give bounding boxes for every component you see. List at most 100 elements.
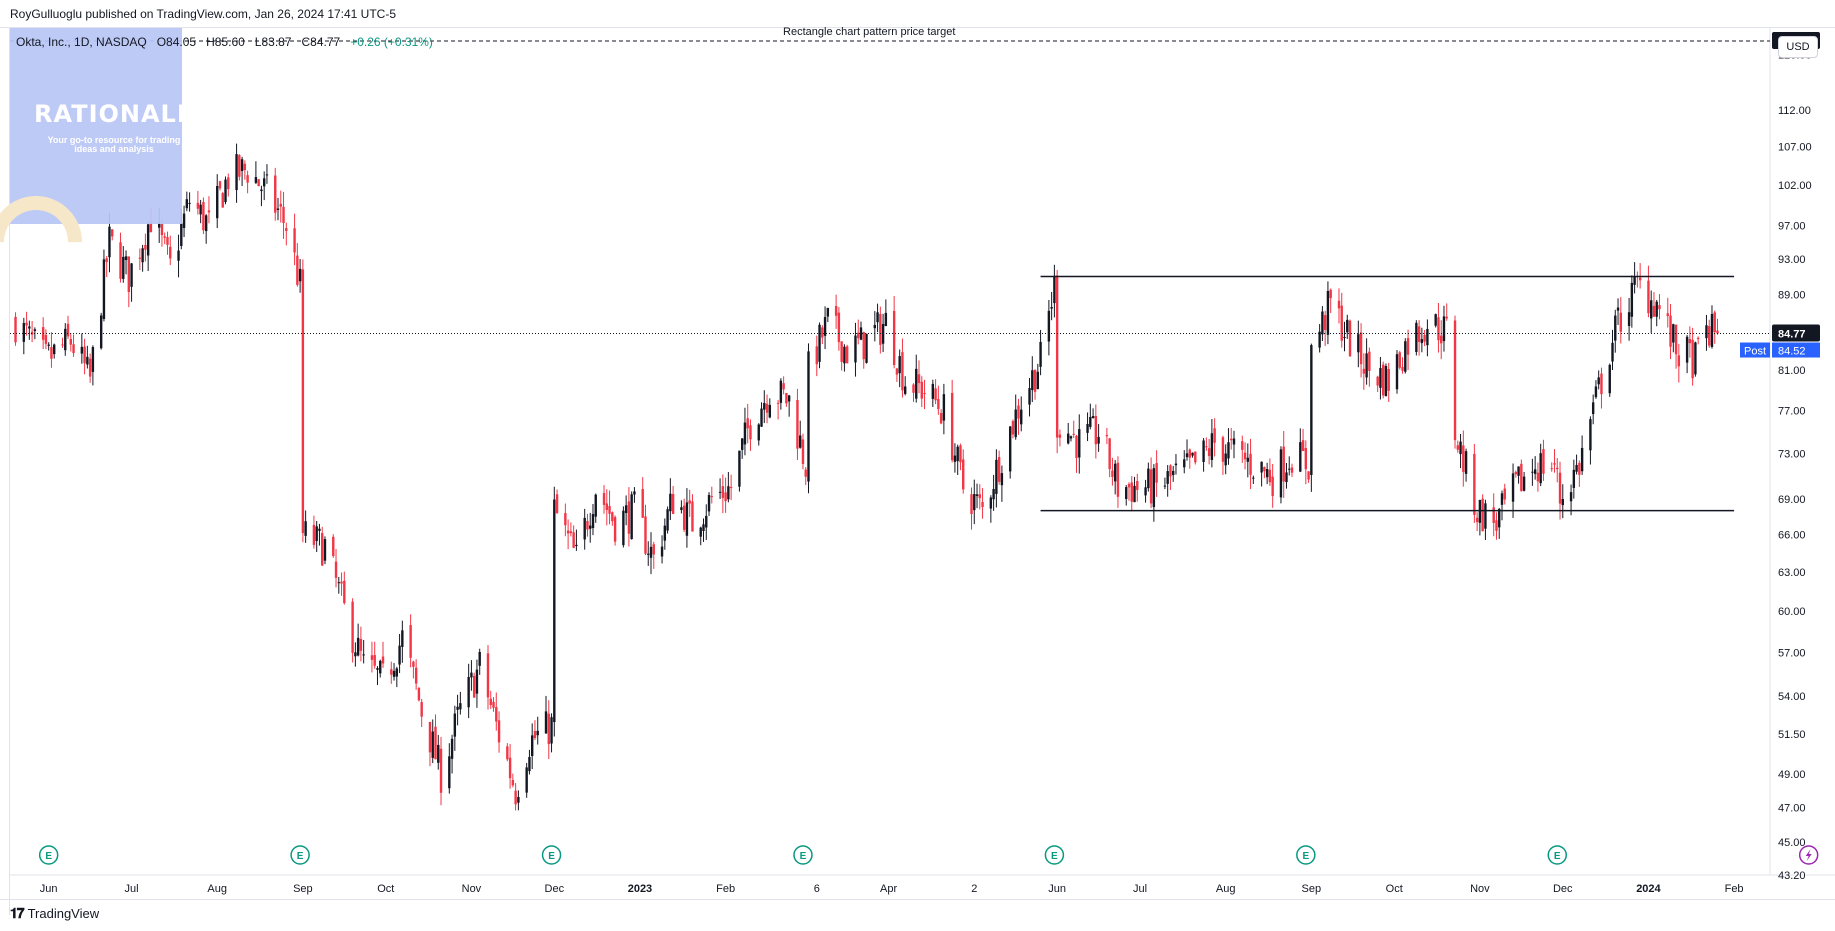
y-tick-label: 47.00 — [1778, 802, 1806, 814]
candle-body — [44, 335, 48, 344]
earnings-marker-icon[interactable]: E — [541, 845, 562, 865]
candle-body — [240, 159, 244, 172]
earnings-marker-icon[interactable]: E — [1044, 845, 1065, 865]
candle-body — [1252, 477, 1255, 479]
candle-body — [1033, 369, 1037, 392]
candle-body — [448, 756, 451, 789]
candle-body — [917, 374, 921, 384]
x-tick-label: Oct — [1386, 883, 1403, 895]
candle-body — [105, 258, 108, 263]
left-divider — [9, 27, 10, 915]
candle-body — [903, 386, 907, 394]
candle-body — [611, 512, 614, 522]
brand-watermark-tagline: Your go-to resource for trading ideas an… — [47, 135, 181, 154]
candle-body — [934, 388, 937, 401]
candle-body — [1188, 449, 1191, 458]
candle-body — [1094, 415, 1098, 445]
candle-body — [99, 315, 103, 349]
candle-body — [472, 675, 476, 698]
candle-body — [111, 229, 114, 237]
candle-body — [1202, 440, 1205, 462]
candle-body — [1069, 436, 1073, 439]
candle-body — [553, 499, 556, 723]
candle-body — [86, 356, 89, 365]
earnings-marker-icon[interactable]: E — [1296, 845, 1316, 865]
candle-body — [859, 327, 863, 340]
candle-body — [1326, 291, 1330, 335]
candle-body — [799, 435, 802, 448]
x-tick-label: Dec — [1553, 883, 1573, 895]
candle-body — [1241, 441, 1244, 450]
candle-body — [177, 250, 180, 261]
candle-body — [1224, 453, 1227, 466]
candle-body — [1453, 320, 1457, 441]
candle-body — [1533, 469, 1537, 474]
currency-button[interactable]: USD — [1778, 36, 1818, 58]
x-tick-label: Feb — [1725, 883, 1744, 895]
earnings-marker-icon[interactable]: E — [1547, 845, 1568, 865]
y-tick-label: 81.00 — [1778, 365, 1806, 377]
x-tick-label: Oct — [377, 883, 394, 895]
candle-body — [1456, 445, 1459, 450]
candle-body — [428, 721, 432, 753]
candle-body — [1271, 476, 1274, 497]
candle-body — [282, 206, 285, 224]
candle-body — [942, 394, 946, 421]
candle-body — [959, 445, 962, 463]
candle-body — [873, 325, 877, 329]
candle-body — [688, 500, 691, 504]
candle-body — [1014, 409, 1017, 438]
candle-body — [740, 438, 744, 450]
candle-body — [379, 660, 382, 674]
candle-body — [1232, 438, 1236, 445]
candle-body — [1558, 472, 1562, 504]
candle-body — [727, 486, 730, 500]
candle-body — [1260, 461, 1263, 473]
candle-body — [274, 175, 277, 213]
candle-body — [1674, 324, 1678, 355]
candle-body — [1627, 312, 1631, 326]
candle-body — [1152, 468, 1156, 508]
candle-body — [1517, 466, 1520, 476]
candle-body — [157, 223, 161, 228]
symbol-legend: Okta, Inc., 1D, NASDAQ O84.05 H85.60 L83… — [16, 35, 433, 49]
candle-body — [243, 163, 247, 171]
candle-body — [1685, 336, 1689, 363]
candle-body — [163, 236, 166, 238]
candle-body — [1268, 469, 1272, 483]
candle-body — [14, 316, 17, 343]
candle-body — [80, 346, 84, 354]
y-tick-label: 73.00 — [1778, 449, 1806, 461]
candle-body — [296, 255, 299, 285]
candle-body — [83, 346, 86, 364]
candle-body — [1183, 459, 1186, 468]
candle-body — [1442, 316, 1446, 342]
candle-body — [453, 713, 457, 737]
candle-body — [718, 491, 722, 493]
y-tick-label: 45.00 — [1778, 837, 1806, 849]
candle-body — [682, 505, 686, 530]
candle-body — [823, 317, 827, 336]
candle-body — [334, 561, 338, 578]
candle-body — [1279, 449, 1283, 498]
legend-symbol[interactable]: Okta, Inc., 1D, NASDAQ — [16, 35, 147, 49]
candle-body — [652, 544, 655, 555]
earnings-marker-icon[interactable]: E — [290, 845, 310, 865]
candle-body — [66, 323, 70, 337]
candle-body — [680, 507, 683, 511]
y-tick-label: 60.00 — [1778, 606, 1806, 618]
candle-body — [1500, 493, 1504, 505]
candle-body — [1343, 336, 1346, 338]
earnings-marker-icon[interactable]: E — [793, 845, 813, 865]
candle-body — [1478, 499, 1482, 523]
y-tick-label: 107.00 — [1778, 141, 1812, 153]
candle-body — [1075, 435, 1078, 459]
tradingview-logo[interactable]: 𝟏𝟕 TradingView — [10, 905, 99, 922]
candle-body — [257, 179, 260, 187]
candle-body — [489, 698, 492, 706]
candle-body — [547, 713, 550, 745]
y-tick-label: 69.00 — [1778, 494, 1806, 506]
earnings-marker-icon[interactable]: E — [38, 845, 59, 865]
legend-change: +0.26 (+0.31%) — [350, 35, 433, 49]
